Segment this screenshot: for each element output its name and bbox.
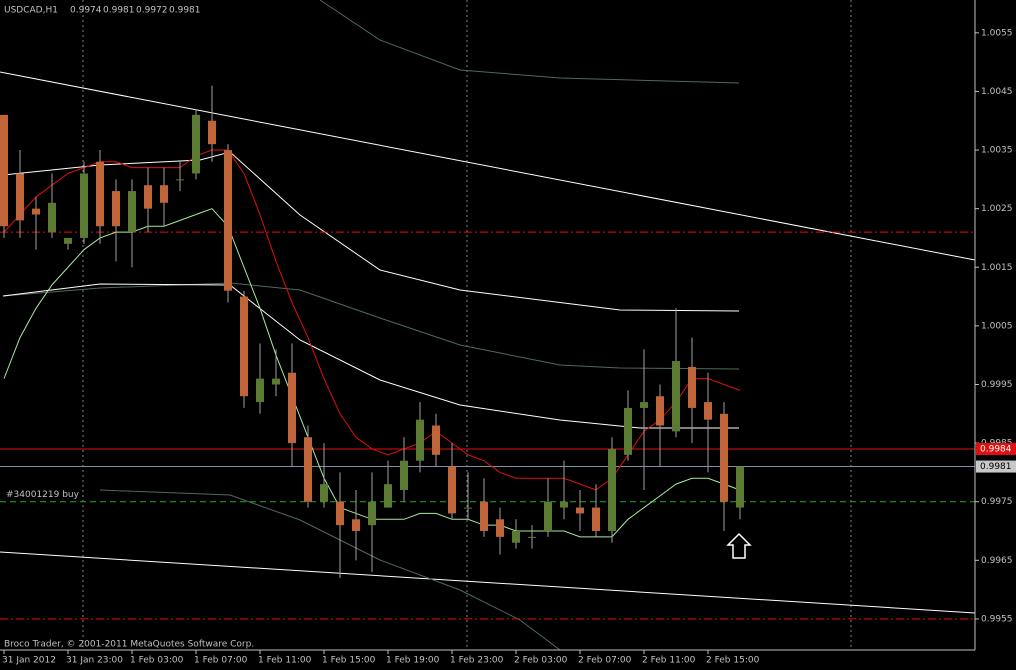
candle-body [272, 378, 280, 385]
candle-body [144, 185, 152, 209]
x-tick-label: 2 Feb 03:00 [514, 656, 568, 666]
header-open: 0.9974 [70, 6, 102, 16]
candle-body [320, 484, 328, 502]
y-tick-label: 1.0045 [981, 87, 1013, 97]
candle-body [560, 501, 568, 508]
order-label: #34001219 buy [6, 490, 80, 500]
candle-body [544, 501, 552, 532]
x-tick-label: 1 Feb 15:00 [322, 656, 376, 666]
x-tick-label: 2 Feb 15:00 [706, 656, 760, 666]
y-tick-label: 0.9965 [981, 556, 1013, 566]
price-label: 0.9984 [980, 444, 1012, 454]
price-label: 0.9981 [980, 462, 1012, 472]
price-label-box [976, 460, 1016, 473]
candle-body [512, 531, 520, 543]
candle-body [704, 402, 712, 420]
ma-line [2, 283, 739, 429]
candle-body [496, 519, 504, 537]
candle-body [528, 536, 536, 538]
x-tick-label: 1 Feb 07:00 [194, 656, 248, 666]
candle-body [672, 361, 680, 432]
header-low: 0.9972 [136, 6, 168, 16]
candle-body [480, 501, 488, 532]
y-tick-label: 0.9955 [981, 614, 1013, 624]
candle-body [256, 378, 264, 403]
candle-body [240, 296, 248, 397]
band-line [2, 282, 740, 370]
chart-title: USDCAD,H1 [4, 6, 58, 16]
y-tick-label: 1.0055 [981, 28, 1013, 38]
x-tick-label: 1 Feb 11:00 [258, 656, 312, 666]
candle-body [736, 466, 744, 508]
candle-body [720, 413, 728, 502]
header-high: 0.9981 [103, 6, 135, 16]
x-tick-label: 1 Feb 03:00 [130, 656, 184, 666]
candle-body [64, 237, 72, 244]
candle-body [592, 507, 600, 532]
candle-body [640, 402, 648, 408]
candle-body [48, 202, 56, 233]
candle-body [80, 173, 88, 238]
candle-body [432, 425, 440, 455]
candle-body [208, 120, 216, 145]
y-tick-label: 1.0035 [981, 146, 1013, 156]
candle-body [368, 501, 376, 526]
decor [0, 0, 976, 651]
candle-body [304, 437, 312, 502]
x-tick-label: 1 Feb 23:00 [450, 656, 504, 666]
candle-body [352, 519, 360, 532]
candle-body [336, 501, 344, 526]
y-tick-label: 0.9995 [981, 380, 1013, 390]
y-tick-label: 0.9975 [981, 497, 1013, 507]
ma-line [2, 151, 740, 312]
candle-body [288, 372, 296, 444]
candle-body [608, 448, 616, 532]
candle-body [0, 114, 8, 227]
candle-body [16, 173, 24, 221]
candle-body [624, 407, 632, 455]
band-line [99, 489, 561, 651]
candle-body [224, 150, 232, 291]
y-tick-label: 1.0015 [981, 263, 1013, 273]
price-label-box [976, 442, 1016, 455]
candle-body [656, 396, 664, 426]
candle-body [192, 114, 200, 174]
arrow-marker [726, 532, 752, 559]
plot [0, 85, 975, 620]
channel-line [0, 551, 976, 614]
candle-body [112, 191, 120, 227]
x-tick-label: 31 Jan 23:00 [66, 656, 123, 666]
candle-body [576, 507, 584, 514]
footer: Broco Trader, © 2001-2011 MetaQuotes Sof… [4, 640, 254, 650]
x-tick-label: 2 Feb 11:00 [642, 656, 696, 666]
band-line [319, 0, 740, 84]
y-tick-label: 1.0005 [981, 321, 1013, 331]
indicator-line [3, 149, 741, 491]
candle-body [384, 484, 392, 508]
candle-body [464, 507, 472, 509]
candle-body [32, 208, 40, 215]
x-tick-label: 2 Feb 07:00 [578, 656, 632, 666]
candle-body [160, 185, 168, 203]
candle-body [96, 161, 104, 227]
y-tick-label: 1.0025 [981, 204, 1013, 214]
channel-line [0, 71, 976, 261]
candle-body [128, 191, 136, 233]
candle-body [416, 419, 424, 461]
candle-body [688, 366, 696, 408]
candle-body [400, 460, 408, 490]
header-close: 0.9981 [169, 6, 201, 16]
x-tick-label: 1 Feb 19:00 [386, 656, 440, 666]
candle-body [176, 179, 184, 181]
candle-body [448, 466, 456, 514]
x-tick-label: 31 Jan 2012 [2, 656, 56, 666]
